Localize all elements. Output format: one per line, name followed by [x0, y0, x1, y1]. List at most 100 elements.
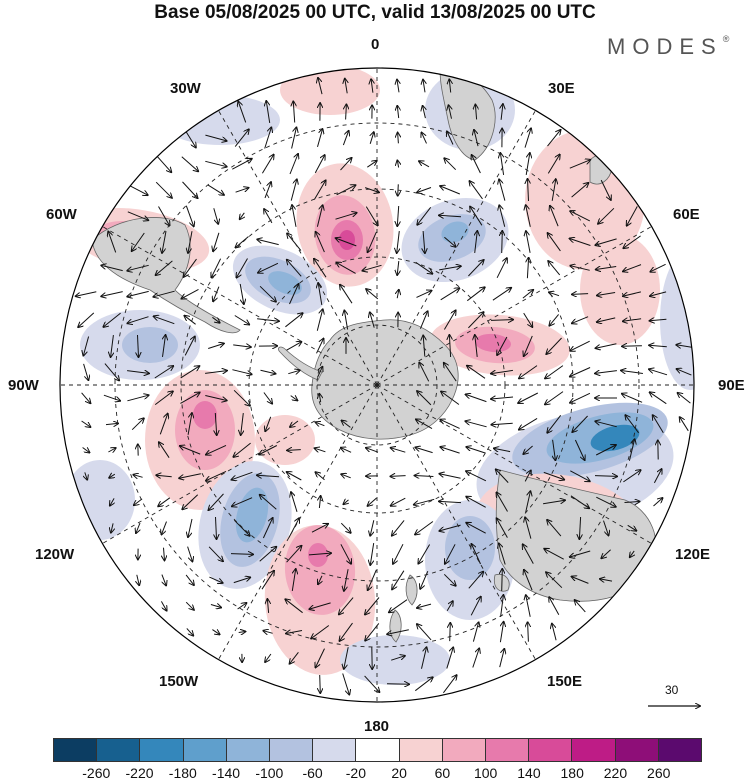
wind-arrow [267, 599, 268, 613]
wind-arrow [320, 674, 321, 693]
wind-arrow [133, 475, 143, 478]
wind-arrow [344, 311, 347, 330]
wind-arrow [570, 367, 591, 377]
wind-arrow [623, 291, 642, 296]
anomaly-blob [475, 333, 511, 353]
wind-arrow [522, 290, 533, 299]
wind-arrow [340, 622, 353, 641]
colorbar-swatch [139, 739, 183, 761]
wind-arrow [205, 160, 226, 166]
colorbar-swatch [441, 739, 486, 761]
wind-arrow [265, 653, 272, 662]
latitude-circle [114, 122, 640, 648]
wind-arrow [233, 345, 251, 347]
wind-arrow [415, 447, 433, 454]
wind-arrow [128, 316, 149, 324]
wind-arrow [319, 496, 320, 509]
wind-arrow [491, 423, 513, 424]
wind-arrow [419, 363, 430, 382]
wind-arrow [549, 292, 560, 295]
wind-arrow [649, 345, 667, 346]
wind-vectors [76, 78, 692, 695]
wind-arrow [468, 260, 483, 277]
colorbar-swatch [182, 739, 226, 761]
wind-arrow [468, 572, 483, 589]
wind-arrow [499, 179, 506, 201]
wind-arrow [499, 544, 506, 565]
wind-arrow [627, 524, 637, 530]
anomaly-blob [590, 424, 640, 452]
wind-arrow [440, 447, 460, 454]
wind-arrow [548, 233, 561, 252]
lon-label-90e: 90E [718, 377, 745, 394]
wind-arrow [318, 575, 322, 584]
meridian-line [102, 384, 378, 544]
wind-arrow [236, 236, 249, 248]
wind-arrow [439, 215, 462, 216]
wind-arrow [365, 206, 377, 226]
anomaly-blob [340, 635, 450, 685]
wind-arrow [212, 630, 219, 635]
wind-arrow [466, 471, 487, 482]
wind-arrow [344, 569, 349, 591]
colorbar [53, 738, 702, 762]
wind-arrow [78, 312, 95, 327]
wind-arrow [215, 412, 216, 435]
wind-arrow [366, 448, 379, 453]
wind-arrow [525, 517, 532, 539]
wind-arrow [185, 601, 194, 610]
wind-arrow [365, 597, 380, 615]
wind-arrow [392, 570, 405, 590]
wind-arrow [336, 263, 356, 274]
wind-arrow [101, 291, 123, 297]
wind-arrow [160, 601, 166, 610]
wind-arrow [545, 391, 564, 405]
brand-name: MODES [607, 34, 723, 59]
wind-arrow [523, 312, 533, 327]
wind-arrow [466, 447, 486, 454]
wind-arrow [419, 161, 430, 168]
anomaly-blob [255, 415, 315, 465]
wind-arrow [678, 393, 691, 404]
wind-arrow [572, 316, 589, 324]
wind-arrow [85, 472, 87, 479]
wind-arrow [466, 394, 487, 403]
wind-arrow [519, 417, 538, 429]
wind-arrow [233, 577, 250, 584]
lon-label-120w: 120W [35, 546, 75, 563]
wind-arrow [314, 259, 327, 278]
wind-arrow [315, 448, 326, 452]
wind-arrow [570, 470, 589, 481]
wind-arrow [261, 571, 274, 590]
wind-arrow [391, 656, 405, 661]
wind-arrow [417, 603, 432, 608]
wind-arrow [308, 553, 331, 555]
wind-arrow [241, 413, 244, 435]
colorbar-label: 180 [560, 765, 584, 781]
wind-arrow [205, 371, 227, 374]
wind-arrow [501, 595, 504, 617]
wind-arrow [419, 311, 427, 329]
wind-arrow [257, 475, 280, 477]
wind-arrow [238, 102, 247, 123]
wind-arrow [336, 185, 356, 196]
wind-arrow [180, 446, 201, 455]
anomaly-blob [268, 271, 302, 295]
colorbar-swatch [225, 739, 270, 761]
wind-arrow [546, 337, 562, 354]
wind-arrow [446, 601, 453, 612]
wind-arrow [621, 371, 643, 374]
wind-arrow [470, 597, 481, 616]
wind-arrow [440, 186, 460, 195]
wind-arrow [340, 158, 352, 171]
wind-arrow [391, 497, 406, 506]
lon-label-180: 180 [364, 718, 390, 735]
wind-arrow [210, 605, 221, 608]
wind-arrow [342, 673, 350, 695]
wind-arrow [261, 155, 273, 174]
wind-arrow [366, 289, 379, 300]
wind-arrow [470, 181, 483, 200]
wind-arrow [285, 599, 303, 614]
wind-arrow [266, 101, 271, 123]
wind-arrow [547, 520, 562, 537]
